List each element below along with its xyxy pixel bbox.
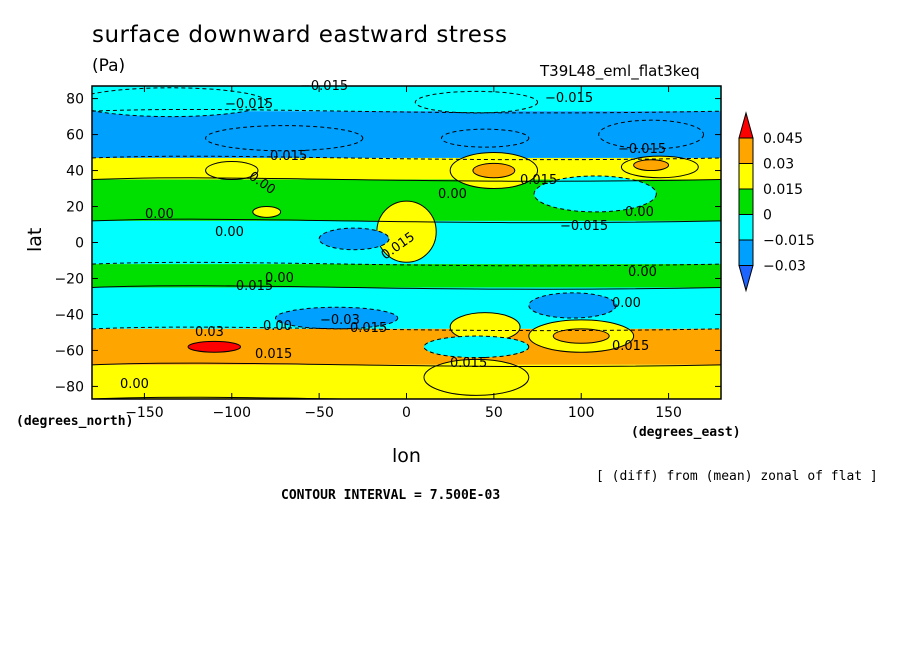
y-unit-label: (degrees_north)	[16, 414, 134, 429]
colorbar-label-0: 0.045	[763, 131, 803, 147]
contour-label-0: −0.015	[225, 97, 273, 112]
contour-label-21: 0.00	[120, 377, 149, 392]
contour-line-7	[92, 362, 721, 368]
field-feature-11	[533, 175, 657, 213]
field-band-5	[92, 264, 721, 288]
y-tick-label-20: 20	[66, 200, 84, 216]
contour-label-18: 0.00	[628, 265, 657, 280]
contour-label-7: 0.015	[520, 173, 557, 188]
contour-line-1	[92, 155, 721, 161]
x-unit-label: (degrees_east)	[631, 425, 741, 440]
colorbar-label-5: −0.03	[763, 259, 806, 275]
contour-label-2: −0.015	[545, 91, 593, 106]
x-tick-label-50: 50	[485, 405, 503, 421]
x-tick-label--100: −100	[213, 405, 251, 421]
run-label: T39L48_eml_flat3keq	[540, 62, 700, 80]
field-feature-15	[528, 292, 617, 319]
colorbar-top-arrow	[738, 111, 754, 139]
contour-label-1: −0.015	[225, 279, 273, 294]
field-feature-2	[205, 125, 364, 152]
field-feature-20	[423, 335, 530, 359]
y-tick-label-40: 40	[66, 164, 84, 180]
contour-label-24: 0.03	[195, 325, 224, 340]
units-label: (Pa)	[92, 56, 126, 76]
x-tick-label-0: 0	[402, 405, 411, 421]
y-tick-label--80: −80	[54, 379, 84, 395]
contour-interval-label: CONTOUR INTERVAL = 7.500E-03	[281, 488, 501, 503]
field-feature-1	[414, 90, 539, 114]
y-tick-label--60: −60	[54, 343, 84, 359]
contour-label-3: −0.015	[300, 79, 348, 94]
contour-label-19: 0.00	[612, 296, 641, 311]
field-band-6	[92, 287, 721, 329]
field-feature-0	[92, 87, 268, 118]
contour-label-10: 0.015	[612, 339, 649, 354]
colorbar-segment-3	[738, 188, 754, 215]
x-axis-label: lon	[392, 445, 421, 467]
chart-title: surface downward eastward stress	[92, 22, 508, 48]
contour-label-4: −0.015	[618, 142, 666, 157]
contour-label-11: 0.015	[450, 356, 487, 371]
contour-label-12: 0.015	[255, 347, 292, 362]
field-feature-5	[205, 161, 259, 181]
field-feature-3	[598, 119, 705, 150]
y-tick-label--20: −20	[54, 271, 84, 287]
field-feature-19	[187, 340, 242, 353]
contour-label-13: 0.00	[145, 207, 174, 222]
contour-line-8	[92, 396, 721, 399]
colorbar-label-1: 0.03	[763, 157, 794, 173]
contour-label-6: 0.015	[270, 149, 307, 164]
x-tick-label-100: 100	[568, 405, 595, 421]
colorbar-segment-5	[738, 239, 754, 266]
contour-line-5	[92, 285, 721, 290]
contour-label-20: 0.00	[263, 319, 292, 334]
contour-label-9: 0.015	[350, 321, 387, 336]
contour-label-14: 0.00	[215, 225, 244, 240]
field-feature-21	[423, 358, 530, 396]
contour-label-15: 0.00	[438, 187, 467, 202]
field-feature-13	[318, 227, 390, 251]
field-feature-14	[274, 306, 399, 330]
colorbar-bottom-arrow	[738, 265, 754, 293]
y-tick-label-60: 60	[66, 128, 84, 144]
field-feature-4	[440, 128, 530, 148]
x-tick-label--150: −150	[125, 405, 163, 421]
diff-note: [ (diff) from (mean) zonal of flat ]	[596, 469, 878, 484]
colorbar-label-4: −0.015	[763, 233, 815, 249]
contour-label-5: −0.015	[560, 219, 608, 234]
y-tick-label-0: 0	[75, 236, 84, 252]
field-feature-10	[252, 206, 282, 218]
contour-line-3	[92, 218, 721, 224]
y-tick-label-80: 80	[66, 92, 84, 108]
contour-line-0	[92, 108, 721, 114]
field-feature-7	[472, 162, 516, 179]
colorbar-segment-1	[738, 137, 754, 164]
y-tick-label--40: −40	[54, 307, 84, 323]
field-feature-18	[552, 328, 610, 344]
contour-line-6	[92, 326, 721, 332]
contour-line-4	[92, 261, 721, 267]
x-tick-label-150: 150	[655, 405, 682, 421]
field-feature-9	[633, 159, 670, 172]
colorbar-label-3: 0	[763, 208, 772, 224]
contour-line-2	[92, 177, 721, 182]
contour-label-17: 0.00	[265, 271, 294, 286]
contour-label-23: −0.03	[320, 313, 360, 328]
contour-label-16: 0.00	[625, 205, 654, 220]
x-tick-label--50: −50	[304, 405, 334, 421]
colorbar-segment-4	[738, 214, 754, 241]
colorbar-segment-2	[738, 163, 754, 190]
colorbar-label-2: 0.015	[763, 182, 803, 198]
